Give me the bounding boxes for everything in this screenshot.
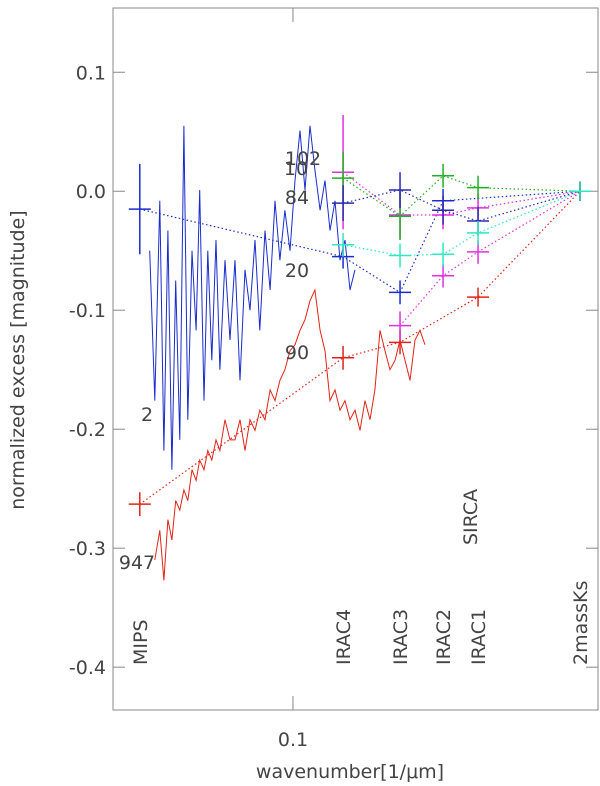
band-label: IRAC3 [390, 609, 412, 665]
y-tick-label: -0.4 [69, 657, 106, 679]
plot-frame [112, 7, 599, 711]
photometry-link [399, 190, 581, 327]
y-tick-label: -0.3 [69, 538, 106, 560]
star-label: 84 [285, 187, 309, 209]
band-label: IRAC1 [468, 609, 490, 665]
photometry-link [342, 175, 581, 217]
star-label: 90 [285, 342, 309, 364]
star-label: 20 [285, 260, 309, 282]
star-label: 2 [141, 404, 153, 426]
band-label: MIPS [130, 619, 152, 665]
y-tick-label: -0.2 [69, 419, 106, 441]
y-tick-label: 0.1 [76, 62, 106, 84]
photometry-link [342, 190, 581, 257]
photometry-link [342, 189, 581, 222]
photometry-link [139, 190, 581, 505]
y-tick-label: -0.1 [69, 300, 106, 322]
x-tick-label: 0.1 [278, 729, 308, 751]
x-axis-label: wavenumber[1/μm] [256, 761, 444, 783]
star-label: 947 [119, 552, 155, 574]
spectrum-line [154, 288, 426, 581]
band-label: IRAC4 [333, 609, 355, 665]
spectrum-line [149, 125, 356, 470]
y-axis-label: normalized excess [magnitude] [7, 210, 29, 509]
y-tick-label: 0.0 [76, 181, 106, 203]
band-label: IRAC2 [433, 609, 455, 665]
photometry-link [139, 190, 581, 294]
star-label: 102 [285, 148, 321, 170]
star-label: 10 [284, 158, 308, 180]
band-label: 2massKs [570, 581, 592, 665]
photometry-link [342, 171, 581, 216]
band-label: SIRCA [460, 489, 482, 545]
